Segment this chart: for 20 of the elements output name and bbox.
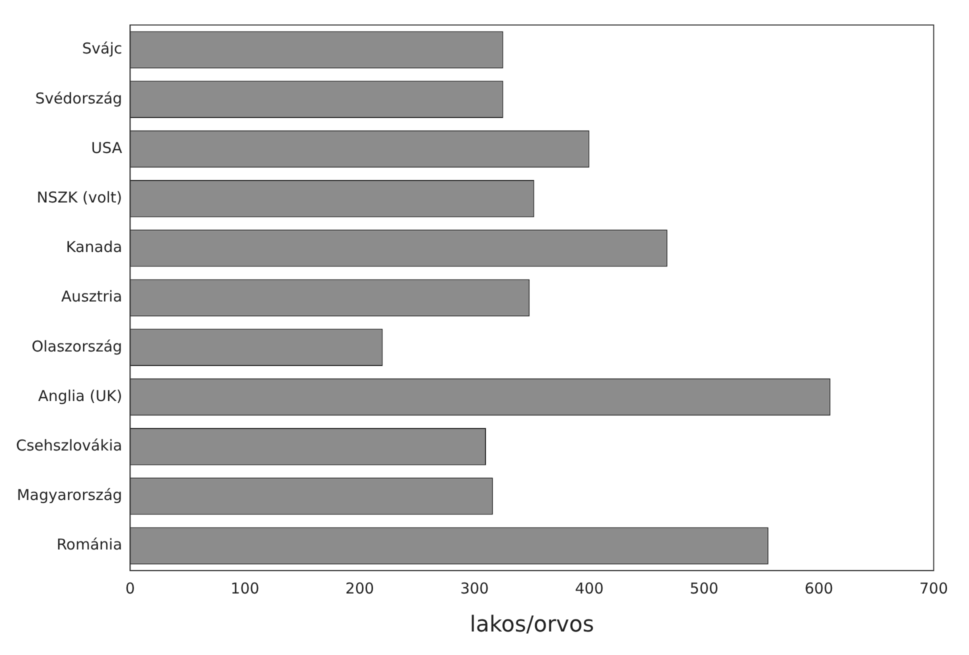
y-tick-label: Kanada [66, 238, 122, 256]
x-tick-label: 0 [125, 579, 135, 598]
y-tick-label: Svédország [35, 89, 122, 108]
x-tick-label: 500 [690, 579, 718, 598]
x-tick-label: 700 [919, 579, 948, 598]
x-tick-label: 200 [345, 579, 374, 598]
y-tick-label: Ausztria [61, 288, 122, 306]
y-tick-label: Svájc [82, 40, 122, 58]
x-tick-label: 100 [230, 579, 260, 598]
x-axis-title: lakos/orvos [470, 612, 594, 638]
x-tick-label: 400 [575, 579, 604, 598]
y-tick-label: NSZK (volt) [36, 188, 122, 206]
x-tick-label: 300 [460, 579, 489, 598]
y-tick-label: Magyarország [16, 486, 122, 504]
y-tick-label: Csehszlovákia [16, 436, 122, 454]
x-tick-label: 600 [804, 579, 834, 598]
y-tick-label: Anglia (UK) [38, 386, 122, 405]
y-tick-label: USA [91, 138, 123, 157]
y-tick-label: Olaszország [32, 337, 122, 356]
y-tick-label: Románia [56, 536, 122, 554]
